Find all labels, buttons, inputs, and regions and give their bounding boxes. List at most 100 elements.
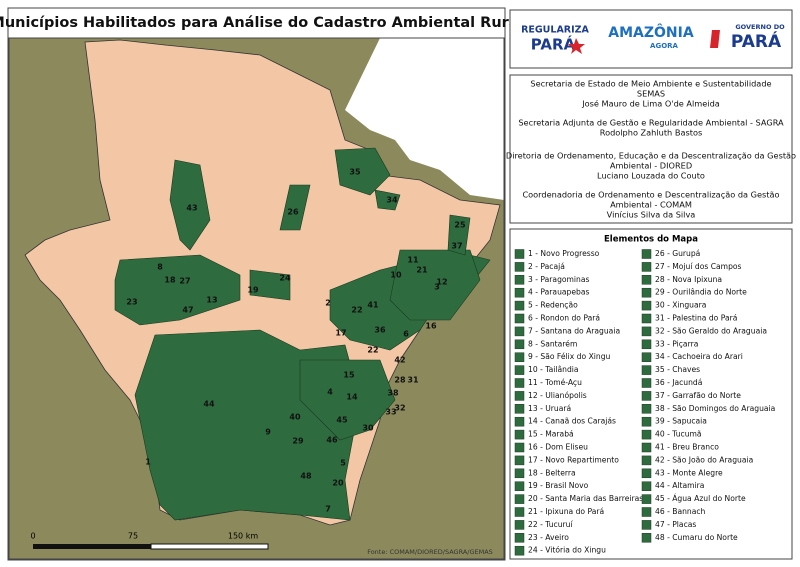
- map-border: [8, 37, 505, 560]
- legend-swatch: [514, 313, 525, 324]
- legend-swatch: [641, 442, 652, 453]
- region-southeast: [299, 359, 396, 441]
- legend-swatch: [641, 416, 652, 427]
- region-northeast: [389, 249, 481, 321]
- legend-item: 2 - Pacajá: [528, 262, 565, 271]
- legend-item: 11 - Tomé-Açu: [528, 378, 582, 387]
- logo-text: GOVERNO DO: [735, 23, 785, 31]
- institution-line: SEMAS: [637, 89, 665, 99]
- logo-text: PARÁ: [731, 30, 782, 52]
- legend: 1 - Novo Progresso 2 - Pacajá 3 - Paragomi…: [514, 249, 775, 556]
- legend-title: Elementos do Mapa: [604, 235, 698, 245]
- municipality-label: 10: [390, 271, 402, 280]
- legend-swatch: [514, 249, 525, 259]
- legend-item: 23 - Aveiro: [528, 533, 569, 542]
- legend-item: 5 - Redenção: [528, 301, 578, 310]
- municipality-label: 5: [340, 459, 346, 468]
- legend-swatch: [514, 275, 525, 285]
- logo-text: REGULARIZA: [521, 25, 589, 36]
- municipality-label: 13: [206, 296, 217, 305]
- municipality-label: 25: [454, 221, 466, 230]
- legend-swatch: [514, 352, 525, 362]
- legend-item: 46 - Bannach: [655, 507, 706, 516]
- scale-label: 150 km: [228, 532, 258, 541]
- legend-item: 9 - São Félix do Xingu: [528, 352, 611, 361]
- legend-item: 12 - Ulianópolis: [528, 391, 587, 400]
- legend-item: 7 - Santana do Araguaia: [528, 326, 620, 335]
- legend-item: 36 - Jacundá: [655, 378, 702, 387]
- municipality-label: 16: [425, 322, 437, 331]
- legend-item: 26 - Gurupá: [655, 249, 700, 258]
- legend-swatch: [514, 287, 525, 298]
- municipality-label: 9: [265, 428, 271, 437]
- institution-line: Vinícius Silva da Silva: [607, 210, 696, 220]
- legend-item: 28 - Nova Ipixuna: [655, 275, 722, 284]
- legend-swatch: [514, 391, 525, 401]
- legend-swatch: [641, 455, 652, 466]
- region-34: [374, 189, 401, 211]
- legend-swatch: [514, 262, 525, 272]
- municipality-label: 4: [327, 388, 333, 397]
- legend-item: 14 - Canaã dos Carajás: [528, 417, 616, 426]
- legend-swatch: [641, 339, 652, 350]
- region-19: [249, 269, 291, 301]
- municipality-label: 38: [387, 389, 399, 398]
- legend-item: 33 - Piçarra: [655, 339, 698, 348]
- institutions: Secretaria de Estado de Meio Ambiente e …: [506, 79, 796, 220]
- legend-swatch: [514, 416, 525, 427]
- municipality-label: 30: [362, 424, 374, 433]
- institutions-box: [509, 74, 793, 224]
- municipality-label: 28: [394, 376, 406, 385]
- municipality-label: 45: [336, 416, 348, 425]
- institution-line: Secretaria de Estado de Meio Ambiente e …: [530, 79, 771, 89]
- municipality-label: 18: [164, 276, 176, 285]
- legend-item: 42 - São João do Araguaia: [655, 455, 753, 464]
- municipality-label: 19: [247, 286, 259, 295]
- map-title: Municípios Habilitados para Análise do C…: [0, 15, 524, 31]
- region-26: [279, 184, 311, 231]
- legend-item: 31 - Palestina do Pará: [655, 314, 737, 323]
- municipality-label: 40: [289, 413, 301, 422]
- municipality-label: 12: [436, 278, 447, 287]
- enabled-municipalities: [114, 147, 491, 521]
- municipality-label: 1: [145, 458, 151, 467]
- legend-swatch: [514, 339, 525, 350]
- institution-line: José Mauro de Lima O'de Almeida: [581, 99, 720, 109]
- legend-item: 35 - Chaves: [655, 365, 700, 374]
- legend-swatch: [514, 494, 525, 504]
- scale-label: 0: [30, 532, 35, 541]
- municipality-label: 7: [325, 505, 331, 514]
- legend-item: 8 - Santarém: [528, 339, 577, 348]
- legend-swatch: [641, 352, 652, 362]
- municipality-label: 17: [335, 329, 346, 338]
- municipality-label: 36: [374, 326, 386, 335]
- municipality-label: 23: [126, 298, 137, 307]
- municipality-label: 24: [279, 274, 291, 283]
- legend-swatch: [641, 533, 652, 543]
- legend-item: 38 - São Domingos do Araguaia: [655, 404, 775, 413]
- legend-swatch: [641, 391, 652, 401]
- legend-swatch: [641, 494, 652, 504]
- municipality-label: 20: [332, 479, 344, 488]
- legend-item: 41 - Breu Branco: [655, 443, 719, 452]
- municipality-label: 27: [179, 277, 190, 286]
- legend-item: 17 - Novo Repartimento: [528, 455, 619, 464]
- legend-item: 22 - Tucuruí: [528, 520, 573, 529]
- scale-label: 75: [128, 532, 138, 541]
- legend-item: 19 - Brasil Novo: [528, 481, 589, 490]
- legend-swatch: [641, 481, 652, 491]
- municipality-label: 6: [403, 330, 409, 339]
- municipality-label: 22: [367, 346, 378, 355]
- logos-box: [509, 9, 793, 69]
- municipality-label: 46: [326, 436, 338, 445]
- scale-bar: [33, 544, 151, 549]
- legend-item: 21 - Ipixuna do Pará: [528, 507, 604, 516]
- legend-item: 13 - Uruará: [528, 404, 571, 413]
- logo-text: PARÁ: [531, 35, 576, 54]
- legend-item: 32 - São Geraldo do Araguaia: [655, 326, 767, 335]
- municipality-label: 22: [351, 306, 362, 315]
- legend-swatch: [514, 365, 525, 375]
